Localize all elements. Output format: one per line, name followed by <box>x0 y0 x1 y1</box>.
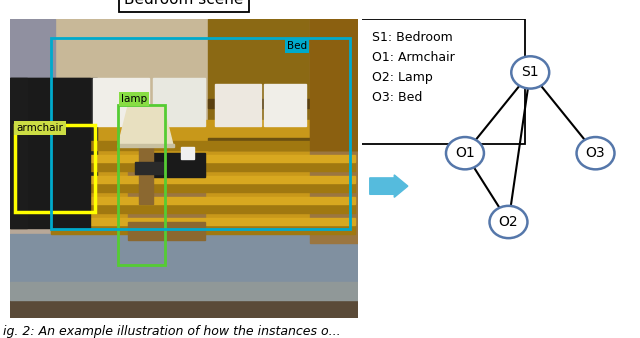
Text: O3: O3 <box>586 146 605 160</box>
Text: S1: Bedroom
O1: Armchair
O2: Lamp
O3: Bed: S1: Bedroom O1: Armchair O2: Lamp O3: Be… <box>372 30 455 103</box>
Ellipse shape <box>446 137 484 169</box>
Bar <box>142 153 205 177</box>
Ellipse shape <box>511 56 549 89</box>
FancyBboxPatch shape <box>356 19 525 144</box>
Text: Bed: Bed <box>287 41 307 51</box>
Bar <box>51 183 355 192</box>
Bar <box>310 19 358 243</box>
Bar <box>10 282 358 300</box>
Bar <box>51 120 355 240</box>
Polygon shape <box>118 105 173 147</box>
Text: O1: O1 <box>455 146 475 160</box>
Bar <box>51 141 355 150</box>
Bar <box>128 168 205 228</box>
Text: ig. 2: An example illustration of how the instances o...: ig. 2: An example illustration of how th… <box>3 324 341 338</box>
Bar <box>51 225 355 234</box>
Bar <box>51 197 355 204</box>
Bar <box>10 78 27 228</box>
Bar <box>209 138 358 150</box>
Bar <box>152 78 205 126</box>
Bar <box>118 105 165 265</box>
Bar <box>10 288 358 318</box>
Text: Bedroom scene: Bedroom scene <box>124 0 244 7</box>
Text: S1: S1 <box>522 66 539 79</box>
FancyArrow shape <box>370 175 408 197</box>
Bar <box>139 144 152 204</box>
Bar <box>10 19 55 204</box>
Bar <box>135 162 163 174</box>
Bar <box>209 99 358 108</box>
Bar <box>51 218 355 225</box>
Bar <box>93 78 149 126</box>
Bar <box>51 176 355 183</box>
Bar <box>209 19 358 150</box>
Text: armchair: armchair <box>17 123 63 133</box>
Bar <box>128 222 205 240</box>
Bar <box>51 162 355 171</box>
Bar <box>10 234 358 288</box>
Bar <box>180 147 195 159</box>
Bar <box>51 204 355 213</box>
Bar <box>310 19 358 150</box>
Text: O2: O2 <box>499 215 518 229</box>
Bar <box>10 78 97 186</box>
Bar <box>15 125 95 212</box>
Bar <box>51 38 349 230</box>
Bar <box>10 273 358 318</box>
Bar <box>264 84 306 126</box>
Bar <box>216 84 260 126</box>
Bar <box>51 155 355 162</box>
Text: lamp: lamp <box>121 94 147 104</box>
Ellipse shape <box>577 137 614 169</box>
Bar <box>10 19 358 204</box>
Ellipse shape <box>490 206 527 238</box>
Bar <box>10 78 90 228</box>
Bar <box>118 144 173 147</box>
